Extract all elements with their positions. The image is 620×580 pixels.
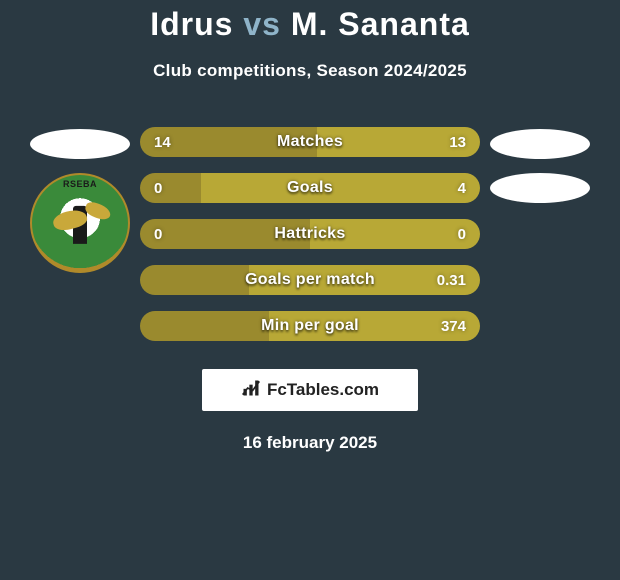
stat-value-right: 0: [458, 226, 466, 243]
stat-label: Goals: [287, 179, 333, 197]
right-side-column: [480, 127, 600, 203]
brand-attribution[interactable]: FcTables.com: [202, 369, 418, 411]
stat-label: Min per goal: [261, 317, 359, 335]
player1-name: Idrus: [150, 6, 233, 42]
main-row: RSEBA 14 13 Matches 0 4 Goals 0: [0, 127, 620, 341]
club-badge-left: RSEBA: [30, 173, 130, 273]
country-flag-left: [30, 129, 130, 159]
stat-value-left: 14: [154, 134, 171, 151]
stat-value-left: 0: [154, 180, 162, 197]
country-flag-right-2: [490, 173, 590, 203]
snapshot-date: 16 february 2025: [0, 433, 620, 453]
page-title: Idrus vs M. Sananta: [0, 6, 620, 43]
left-side-column: RSEBA: [20, 127, 140, 273]
country-flag-right-1: [490, 129, 590, 159]
stat-value-right: 374: [441, 318, 466, 335]
stat-value-left: 0: [154, 226, 162, 243]
stat-value-right: 13: [449, 134, 466, 151]
comparison-card: Idrus vs M. Sananta Club competitions, S…: [0, 0, 620, 453]
vs-separator: vs: [243, 6, 281, 42]
bars-icon: [241, 378, 261, 403]
stats-bars: 14 13 Matches 0 4 Goals 0 0 Hattricks: [140, 127, 480, 341]
stat-label: Goals per match: [245, 271, 375, 289]
badge-decor: [83, 200, 112, 222]
subtitle: Club competitions, Season 2024/2025: [0, 61, 620, 81]
stat-bar: 374 Min per goal: [140, 311, 480, 341]
stat-bar: 0 0 Hattricks: [140, 219, 480, 249]
stat-bar: 0.31 Goals per match: [140, 265, 480, 295]
stat-label: Matches: [277, 133, 343, 151]
stat-value-right: 0.31: [437, 272, 466, 289]
stat-bar: 0 4 Goals: [140, 173, 480, 203]
club-badge-caption: RSEBA: [32, 179, 128, 189]
stat-value-right: 4: [458, 180, 466, 197]
player2-name: M. Sananta: [291, 6, 470, 42]
stat-bar: 14 13 Matches: [140, 127, 480, 157]
brand-text: FcTables.com: [267, 380, 379, 400]
stat-label: Hattricks: [274, 225, 345, 243]
